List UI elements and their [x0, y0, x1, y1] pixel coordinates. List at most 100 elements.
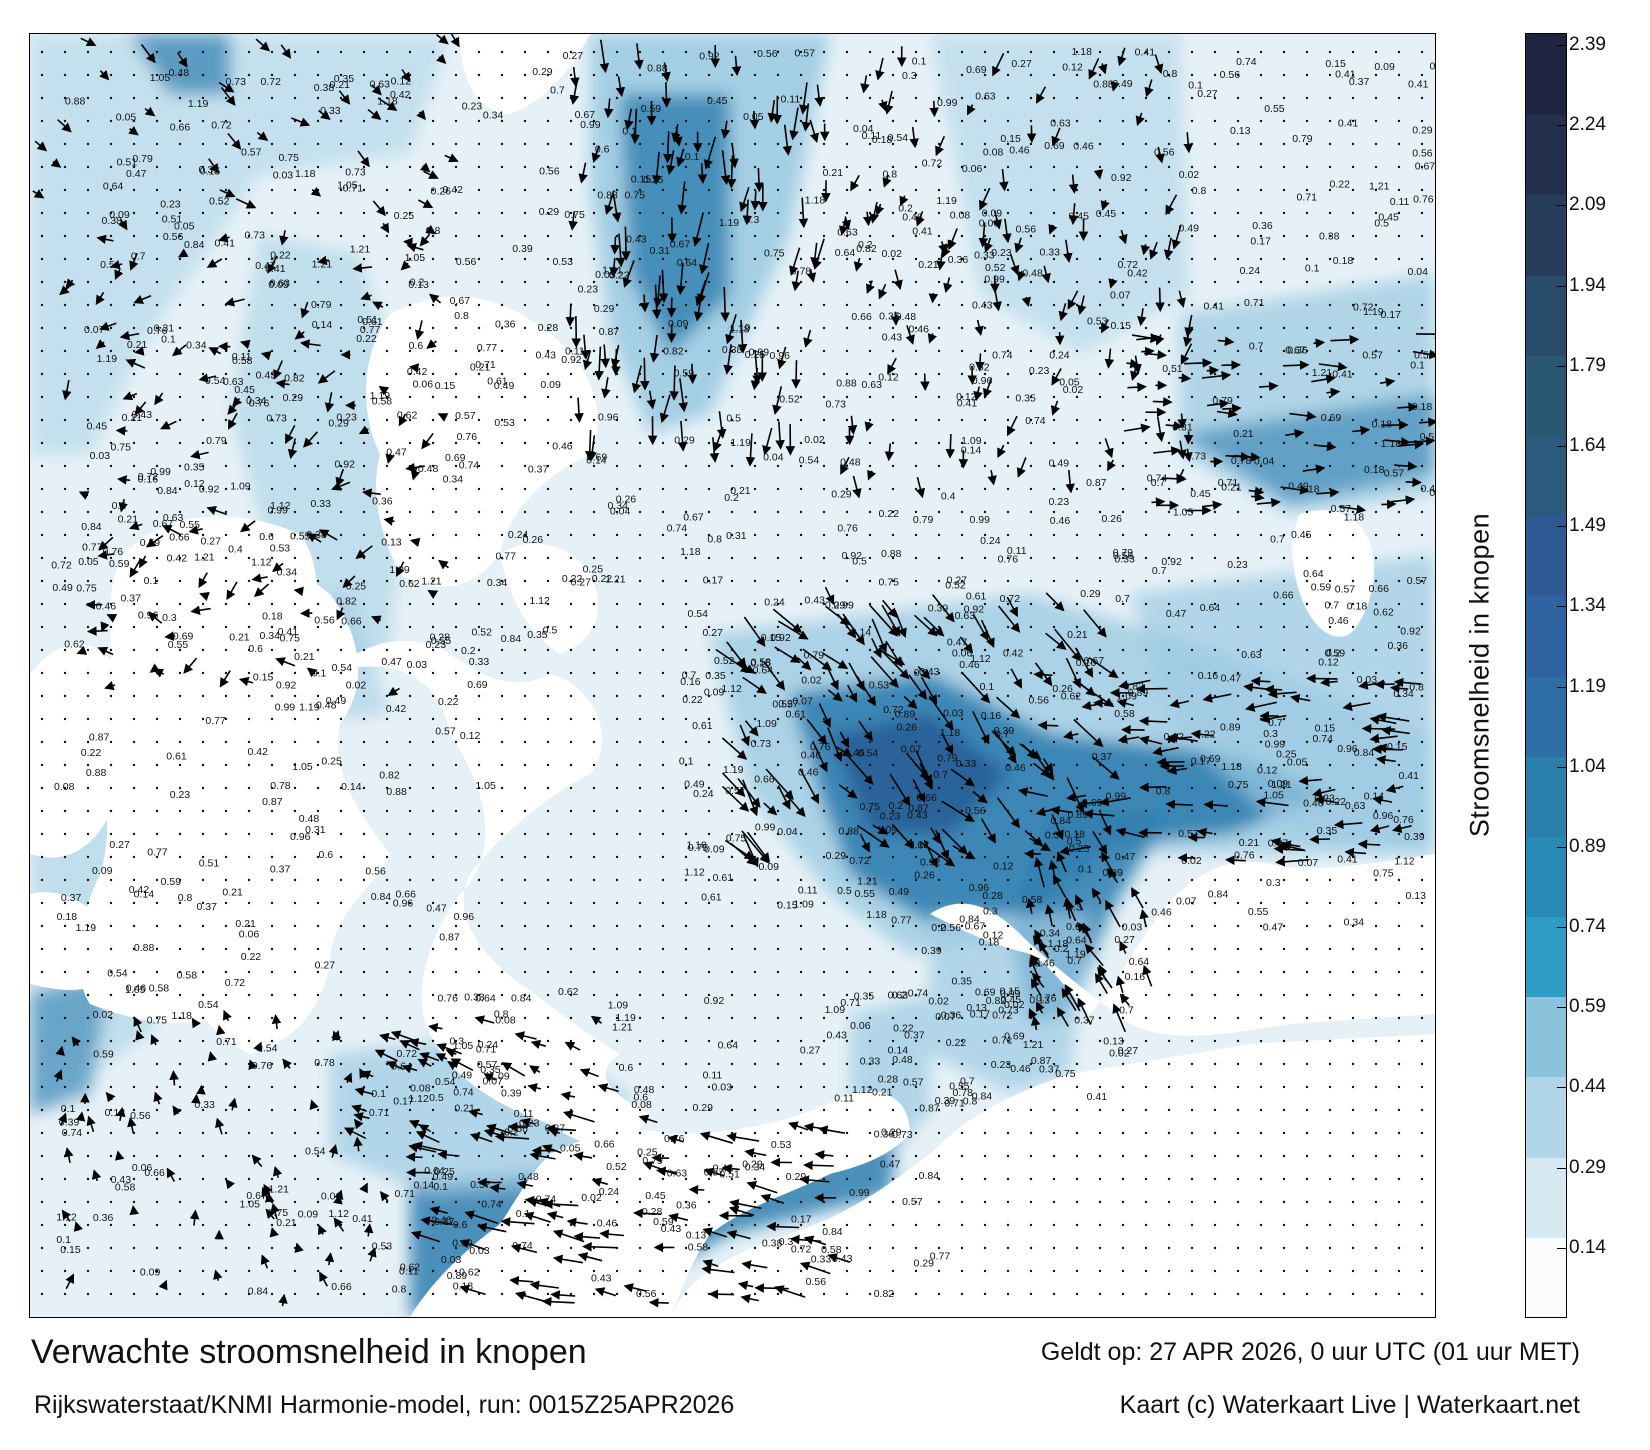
- speed-label: 0.21: [730, 485, 751, 497]
- speed-label: 0.09: [704, 844, 725, 856]
- colorbar-tick-label: 1.19: [1569, 675, 1606, 697]
- speed-label: 0.56: [1154, 146, 1175, 158]
- speed-label: 0.3: [1266, 877, 1281, 889]
- speed-label: 0.96: [598, 412, 619, 424]
- speed-label: 0.82: [663, 346, 684, 358]
- speed-label: 0.53: [1087, 315, 1108, 327]
- speed-label: 0.34: [608, 500, 629, 512]
- speed-label: 0.88: [65, 96, 86, 108]
- colorbar-tick-label: 0.74: [1569, 916, 1606, 938]
- speed-label: 0.39: [928, 602, 949, 614]
- colorbar-segment: [1526, 595, 1566, 677]
- speed-label: 0.35: [705, 670, 726, 682]
- speed-label: 0.66: [144, 1167, 165, 1179]
- speed-label: 0.13: [1029, 995, 1050, 1007]
- speed-label: 0.21: [1239, 837, 1260, 849]
- speed-label: 1.05: [292, 761, 313, 773]
- speed-label: 0.63: [837, 227, 858, 239]
- speed-label: 0.23: [1227, 559, 1248, 571]
- speed-label: 0.15: [1325, 58, 1346, 70]
- speed-label: 0.92: [699, 50, 720, 62]
- colorbar-tickmark: [1557, 846, 1567, 848]
- speed-label: 0.46: [801, 750, 822, 762]
- speed-label: 0.59: [161, 876, 182, 888]
- speed-label: 0.11: [798, 884, 818, 896]
- speed-label: 0.21: [1067, 629, 1088, 641]
- colorbar-segment: [1526, 1156, 1566, 1238]
- speed-label: 1.19: [730, 322, 751, 334]
- speed-label: 0.8: [454, 310, 469, 322]
- speed-label: 0.25: [434, 1166, 455, 1178]
- speed-label: 0.46: [1005, 762, 1026, 774]
- speed-label: 0.43: [111, 1174, 132, 1186]
- speed-label: 0.09: [298, 1209, 319, 1221]
- speed-label: 0.29: [881, 1126, 902, 1138]
- speed-label: 0.75: [1055, 1068, 1076, 1080]
- speed-label: 0.49: [1112, 78, 1133, 90]
- speed-label: 0.2: [889, 800, 904, 812]
- speed-label: 0.57: [470, 1179, 491, 1191]
- speed-label: 0.74: [1025, 415, 1046, 427]
- speed-label: 0.3: [745, 214, 760, 226]
- speed-label: 0.7: [1249, 341, 1264, 353]
- speed-label: 0.38: [722, 344, 743, 356]
- speed-label: 0.66: [170, 122, 191, 134]
- map-title: Verwachte stroomsnelheid in knopen: [31, 1333, 587, 1371]
- speed-label: 0.89: [1103, 867, 1124, 879]
- speed-label: 0.04: [1408, 266, 1429, 278]
- speed-label: 0.08: [631, 1099, 652, 1111]
- speed-label: 0.29: [1412, 124, 1433, 136]
- speed-label: 0.43: [907, 810, 928, 822]
- current-speed-map[interactable]: 1.19 1.12 0.24 0.27 0.77 0.25 0.21 0.75 0.34 0.21…: [29, 33, 1436, 1318]
- speed-label: 0.46: [1034, 957, 1055, 969]
- speed-label: 0.36: [676, 1200, 697, 1212]
- speed-label: 0.56: [539, 166, 560, 178]
- speed-label: 0.48: [299, 813, 320, 825]
- speed-label: 0.57: [1331, 503, 1352, 515]
- speed-label: 0.71: [840, 997, 861, 1009]
- speed-label: 0.92: [276, 680, 297, 692]
- speed-label: 0.69: [1004, 1031, 1025, 1043]
- speed-label: 0.54: [888, 132, 909, 144]
- speed-label: 0.23: [336, 412, 357, 424]
- speed-label: 0.14: [586, 455, 607, 467]
- speed-label: 0.84: [157, 485, 178, 497]
- speed-label: 0.64: [1303, 568, 1324, 580]
- speed-label: 0.03: [90, 450, 111, 462]
- speed-label: 0.37: [1039, 1063, 1060, 1075]
- speed-label: 1.18: [805, 194, 826, 206]
- speed-label: 0.17: [1191, 756, 1212, 768]
- speed-label: 0.18: [1333, 255, 1354, 267]
- speed-label: 1.12: [56, 1211, 77, 1223]
- speed-label: 0.96: [138, 610, 159, 622]
- speed-label: 0.06: [979, 217, 1000, 229]
- speed-label: 0.45: [1291, 529, 1312, 541]
- speed-label: 0.56: [1113, 550, 1134, 562]
- speed-label: 0.3: [1045, 830, 1060, 842]
- speed-label: 0.56: [636, 1288, 657, 1300]
- speed-label: 0.54: [435, 1076, 456, 1088]
- speed-label: 0.47: [255, 260, 276, 272]
- speed-label: 0.04: [610, 505, 631, 517]
- speed-label: 0.99: [1106, 791, 1127, 803]
- speed-label: 0.38: [1319, 230, 1340, 242]
- speed-label: 0.21: [294, 651, 315, 663]
- speed-label: 0.7: [1270, 534, 1285, 546]
- speed-label: 0.05: [174, 221, 195, 233]
- speed-label: 0.24: [478, 1039, 499, 1051]
- speed-label: 0.79: [311, 299, 332, 311]
- speed-label: 0.59: [653, 1216, 674, 1228]
- speed-label: 0.99: [970, 514, 991, 526]
- speed-label: 0.46: [1151, 907, 1172, 919]
- speed-label: 0.02: [801, 674, 822, 686]
- speed-label: 0.21: [823, 167, 844, 179]
- speed-label: 0.75: [688, 842, 709, 854]
- map-canvas: 1.191.120.240.270.770.250.210.750.340.21…: [30, 34, 1435, 1317]
- colorbar-tickmark: [1557, 526, 1567, 528]
- speed-label: 0.69: [966, 64, 987, 76]
- colorbar-tickmark: [1557, 686, 1567, 688]
- colorbar-segment: [1526, 835, 1566, 918]
- speed-label: 0.43: [827, 1030, 848, 1042]
- speed-label: 0.76: [998, 553, 1019, 565]
- speed-label: 0.1: [161, 334, 176, 346]
